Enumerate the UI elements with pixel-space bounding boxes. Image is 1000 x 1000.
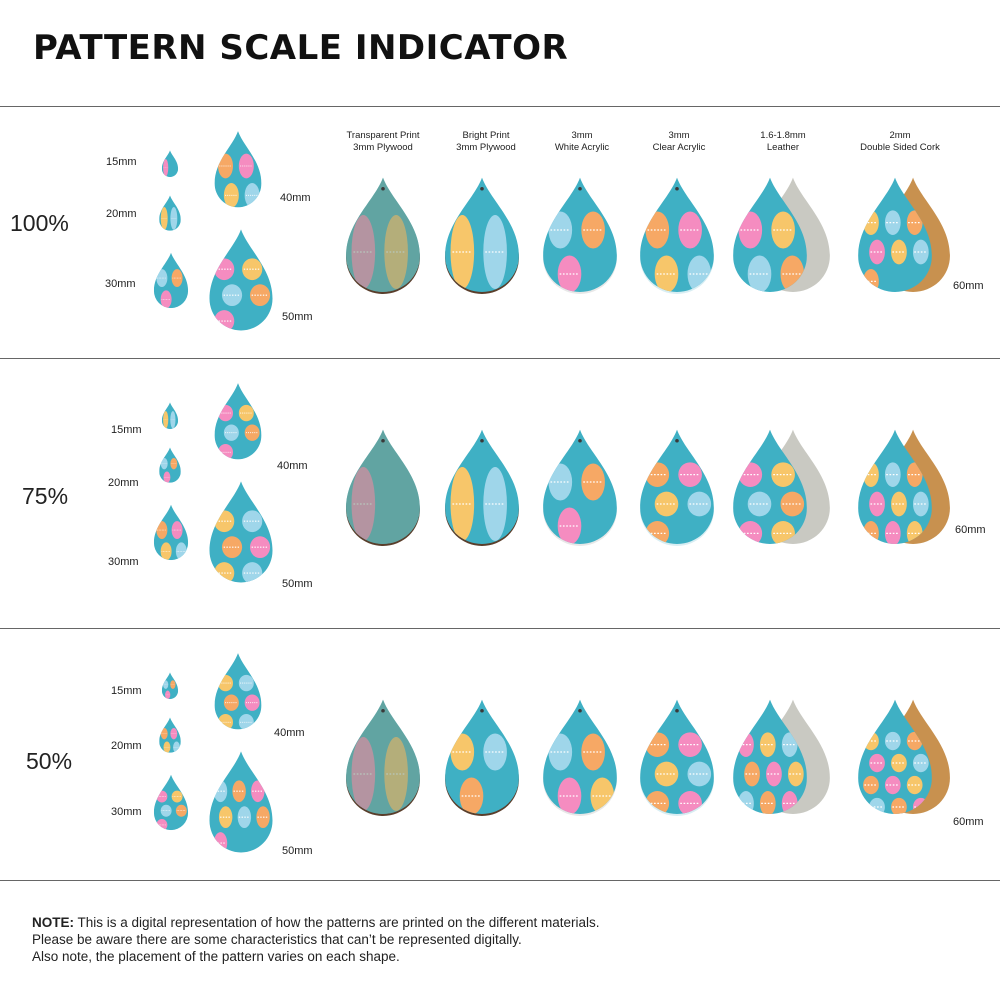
size-label-15mm: 15mm (111, 685, 142, 697)
cork-sample (858, 699, 950, 814)
scale-label: 75% (22, 483, 69, 509)
size-label-50mm: 50mm (282, 845, 313, 857)
sample-drop-50mm (209, 481, 273, 583)
column-header-bright-plywood: Bright Print 3mm Plywood (456, 130, 516, 153)
material-column-headers: Transparent Print 3mm Plywood Bright Prin… (0, 130, 1000, 160)
size-label-50mm: 50mm (282, 578, 313, 590)
note-label: NOTE: (32, 915, 74, 930)
column-header-white-acrylic: 3mm White Acrylic (554, 130, 610, 153)
size-label-20mm: 20mm (108, 477, 139, 489)
size-label-30mm: 30mm (105, 278, 136, 290)
divider (0, 628, 1000, 629)
sample-drop-30mm (153, 504, 189, 561)
size-label-20mm: 20mm (106, 208, 137, 220)
sample-drop-20mm (159, 716, 181, 753)
sample-drop-30mm (153, 252, 189, 309)
size-label-30mm: 30mm (108, 556, 139, 568)
leather-sample (733, 699, 830, 814)
white-acrylic-sample (543, 699, 617, 816)
sample-drop-40mm (214, 383, 262, 460)
sample-drop-20mm (159, 194, 181, 231)
sample-drop-30mm (153, 774, 189, 831)
white-acrylic-sample (543, 177, 617, 294)
clear-acrylic-sample (640, 699, 714, 816)
size-label-30mm: 30mm (111, 806, 142, 818)
bright-plywood-sample (445, 429, 519, 546)
sample-drop-15mm (161, 672, 179, 700)
column-header-cork: 2mm Double Sided Cork (860, 130, 940, 153)
column-header-clear-acrylic: 3mm Clear Acrylic (652, 130, 706, 153)
note-text: NOTE: This is a digital representation o… (32, 915, 600, 964)
size-label-40mm: 40mm (280, 192, 311, 204)
divider (0, 358, 1000, 359)
leather-sample (733, 177, 830, 292)
scale-label: 100% (10, 210, 69, 236)
leather-sample (733, 429, 830, 544)
bright-plywood-sample (445, 177, 519, 294)
size-label-50mm: 50mm (282, 311, 313, 323)
size-label-15mm: 15mm (106, 156, 137, 168)
cork-sample (858, 429, 950, 544)
clear-acrylic-sample (640, 177, 714, 294)
page-title: PATTERN SCALE INDICATOR (33, 28, 569, 68)
sample-drop-40mm (214, 131, 262, 208)
sample-drop-15mm (161, 150, 179, 178)
sample-drop-15mm (161, 402, 179, 430)
size-label-60mm: 60mm (953, 816, 984, 828)
bright-plywood-sample (445, 699, 519, 816)
transparent-plywood-sample (346, 429, 420, 546)
sample-drop-50mm (209, 751, 273, 853)
size-label-40mm: 40mm (274, 727, 305, 739)
size-label-40mm: 40mm (277, 460, 308, 472)
cork-sample (858, 177, 950, 292)
sample-drop-20mm (159, 446, 181, 483)
white-acrylic-sample (543, 429, 617, 546)
column-header-leather: 1.6-1.8mm Leather (760, 130, 806, 153)
size-label-15mm: 15mm (111, 424, 142, 436)
size-label-60mm: 60mm (953, 280, 984, 292)
sample-drop-50mm (209, 229, 273, 331)
size-label-60mm: 60mm (955, 524, 986, 536)
transparent-plywood-sample (346, 177, 420, 294)
sample-drop-40mm (214, 653, 262, 730)
transparent-plywood-sample (346, 699, 420, 816)
divider (0, 106, 1000, 107)
divider (0, 880, 1000, 881)
clear-acrylic-sample (640, 429, 714, 546)
size-label-20mm: 20mm (111, 740, 142, 752)
column-header-transparent-plywood: Transparent Print 3mm Plywood (346, 130, 420, 153)
scale-label: 50% (26, 748, 73, 774)
